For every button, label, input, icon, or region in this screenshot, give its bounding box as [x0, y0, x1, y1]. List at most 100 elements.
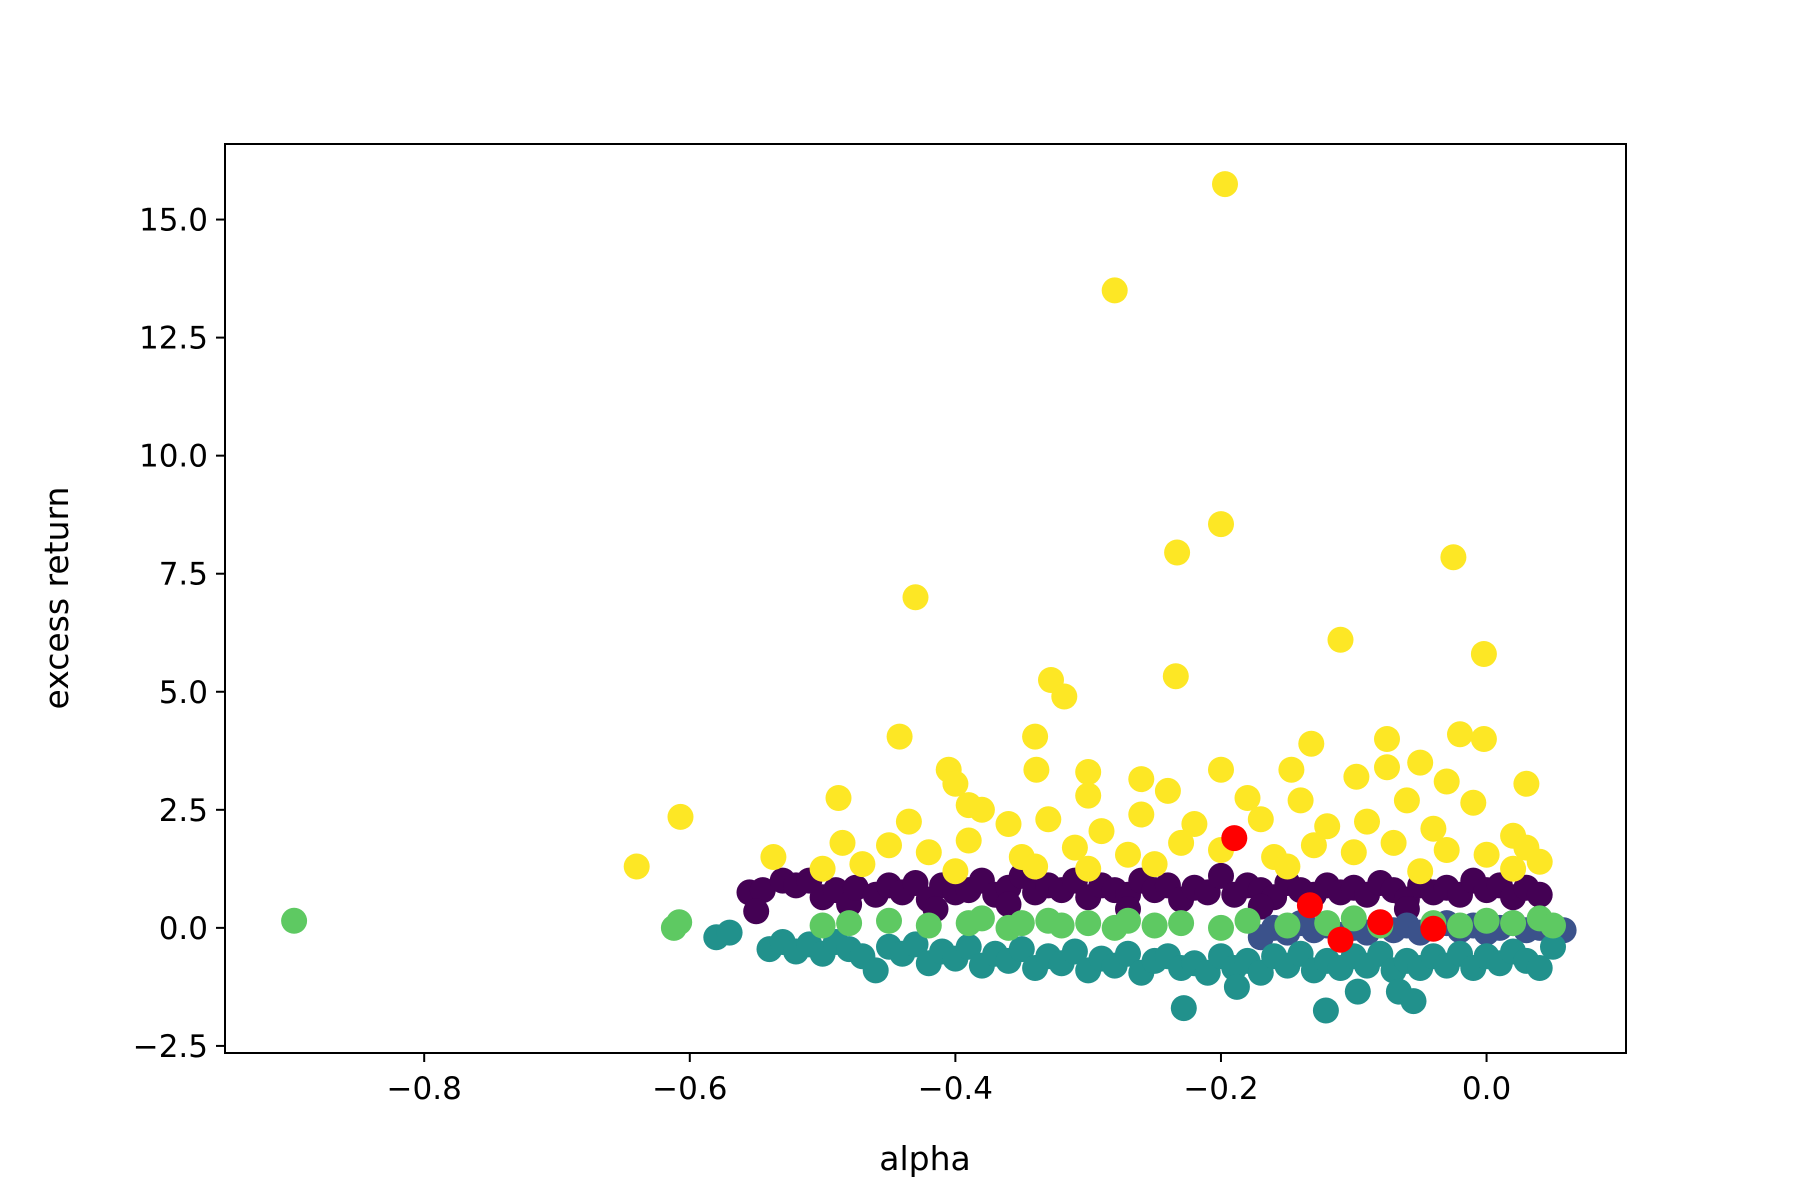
scatter-point: [809, 912, 836, 939]
scatter-point: [849, 851, 876, 878]
scatter-point: [842, 874, 869, 901]
scatter-point: [1212, 171, 1238, 198]
scatter-point: [1433, 837, 1460, 863]
scatter-point: [1221, 825, 1248, 852]
scatter-point: [1164, 539, 1191, 566]
scatter-point: [942, 858, 969, 885]
scatter-point: [1470, 641, 1497, 667]
scatter-point: [1314, 813, 1341, 840]
x-axis-label: alpha: [879, 1139, 970, 1178]
scatter-point: [1327, 926, 1354, 953]
scatter-point: [825, 785, 852, 811]
scatter-point: [1061, 834, 1088, 861]
scatter-point: [1115, 940, 1141, 967]
scatter-point: [1115, 841, 1141, 868]
scatter-point: [1035, 806, 1062, 833]
scatter-point: [667, 803, 694, 830]
scatter-point: [1500, 855, 1527, 882]
scatter-point: [1128, 801, 1155, 828]
scatter-point: [1420, 915, 1447, 942]
scatter-point: [1433, 768, 1460, 795]
series-4: [623, 171, 1553, 885]
scatter-point: [915, 912, 942, 939]
scatter-point: [1340, 839, 1367, 866]
y-tick-label: 12.5: [139, 321, 208, 357]
scatter-point: [760, 844, 787, 870]
scatter-point: [836, 910, 863, 937]
scatter-point: [1023, 756, 1050, 783]
scatter-point: [1540, 912, 1566, 939]
scatter-point: [1380, 829, 1407, 856]
scatter-point: [942, 770, 969, 797]
scatter-point: [1234, 907, 1261, 934]
scatter-point: [1141, 851, 1168, 878]
scatter-point: [902, 584, 929, 611]
scatter-point: [1526, 881, 1553, 908]
scatter-point: [1470, 726, 1497, 752]
x-axis-ticks: −0.8 −0.6 −0.4 −0.2 0.0: [387, 1053, 1511, 1107]
scatter-point: [749, 877, 776, 904]
scatter-point: [809, 855, 836, 882]
scatter-point: [895, 808, 922, 835]
scatter-point: [1208, 862, 1234, 889]
scatter-point: [1447, 721, 1473, 748]
plot-frame: [224, 143, 1627, 1054]
scatter-point: [1008, 936, 1035, 963]
y-axis-ticks: −2.5 0.0 2.5 5.0 7.5 10.0 12.5 15.0: [133, 203, 225, 1065]
scatter-point: [1008, 910, 1035, 937]
scatter-point: [1540, 933, 1566, 960]
y-tick-label: 10.0: [139, 439, 208, 475]
scatter-point: [1344, 978, 1371, 1005]
scatter-point: [1407, 858, 1434, 885]
scatter-point: [1048, 912, 1075, 939]
scatter-point: [1075, 855, 1102, 882]
scatter-point: [1022, 853, 1049, 880]
scatter-point: [716, 919, 743, 946]
series-5: [1221, 825, 1447, 953]
y-tick-label: 5.0: [159, 675, 208, 711]
scatter-point: [1075, 782, 1102, 809]
scatter-point: [1460, 789, 1487, 816]
scatter-point: [1061, 938, 1088, 965]
scatter-point: [1420, 815, 1447, 842]
scatter-point: [1298, 730, 1325, 757]
scatter-point: [1170, 995, 1197, 1022]
scatter-point: [1354, 808, 1380, 835]
x-tick-label: −0.6: [652, 1071, 727, 1107]
scatter-point: [1400, 988, 1427, 1015]
scatter-point: [1234, 785, 1261, 811]
scatter-point: [1141, 912, 1168, 939]
scatter-point: [876, 907, 902, 934]
scatter-point: [1287, 787, 1314, 814]
scatter-point: [743, 898, 770, 925]
scatter-point: [1181, 811, 1208, 837]
scatter-point: [1208, 511, 1234, 538]
series-0: [736, 862, 1553, 925]
x-tick-label: −0.2: [1183, 1071, 1258, 1107]
scatter-point: [1300, 832, 1327, 859]
scatter-point: [1247, 806, 1274, 833]
scatter-point: [862, 957, 889, 984]
scatter-point: [1374, 754, 1400, 781]
scatter-point: [1101, 277, 1128, 304]
scatter-point: [1340, 905, 1367, 932]
scatter-point: [968, 905, 995, 932]
scatter-point: [1208, 914, 1234, 941]
scatter-point: [1447, 912, 1473, 939]
scatter-point: [1473, 907, 1500, 934]
x-tick-label: −0.8: [387, 1071, 462, 1107]
scatter-point: [968, 796, 995, 823]
scatter-point: [1312, 997, 1339, 1024]
scatter-point: [1208, 756, 1234, 783]
scatter-point: [1088, 818, 1115, 845]
scatter-point: [995, 811, 1022, 837]
points-layer: [281, 171, 1577, 1024]
scatter-point: [1296, 892, 1323, 919]
scatter-point: [1343, 763, 1370, 790]
scatter-point: [623, 853, 650, 880]
scatter-point: [1274, 912, 1301, 939]
scatter-point: [1162, 663, 1189, 690]
scatter-point: [1500, 910, 1527, 937]
